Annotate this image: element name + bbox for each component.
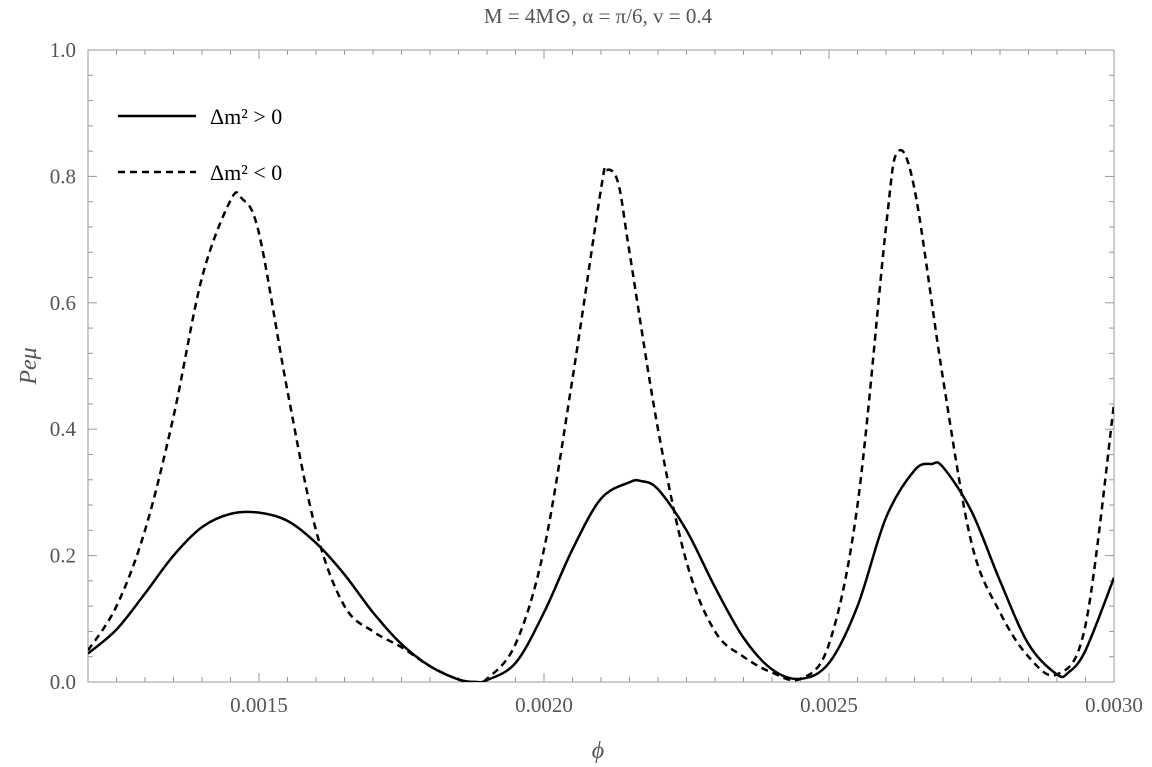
x-axis-label: ϕ [592,738,604,764]
x-tick-label: 0.0020 [515,693,573,717]
legend: Δm² > 0 Δm² < 0 [118,104,282,185]
axis-ticks [87,49,1115,683]
y-tick-label: 0.0 [50,670,76,694]
y-tick-label: 0.8 [50,164,76,188]
x-tick-labels: 0.0015 0.0020 0.0025 0.0030 [230,693,1143,717]
x-tick-label: 0.0030 [1085,693,1143,717]
x-tick-label: 0.0025 [800,693,858,717]
y-tick-labels: 0.0 0.2 0.4 0.6 0.8 1.0 [50,38,77,694]
y-tick-label: 0.4 [50,417,77,441]
y-tick-label: 0.6 [50,291,76,315]
y-tick-label: 0.2 [50,544,76,568]
y-tick-label: 1.0 [50,38,76,62]
x-tick-label: 0.0015 [230,693,288,717]
legend-label-positive: Δm² > 0 [210,104,282,129]
legend-label-negative: Δm² < 0 [210,160,282,185]
chart-title: M = 4M⊙, α = π/6, v = 0.4 [484,4,713,28]
plot-frame [87,49,1115,683]
y-axis-label: Peμ [16,347,42,385]
series-line-negative [88,148,1114,682]
series-line-positive [88,461,1114,682]
series-layer [88,148,1114,682]
